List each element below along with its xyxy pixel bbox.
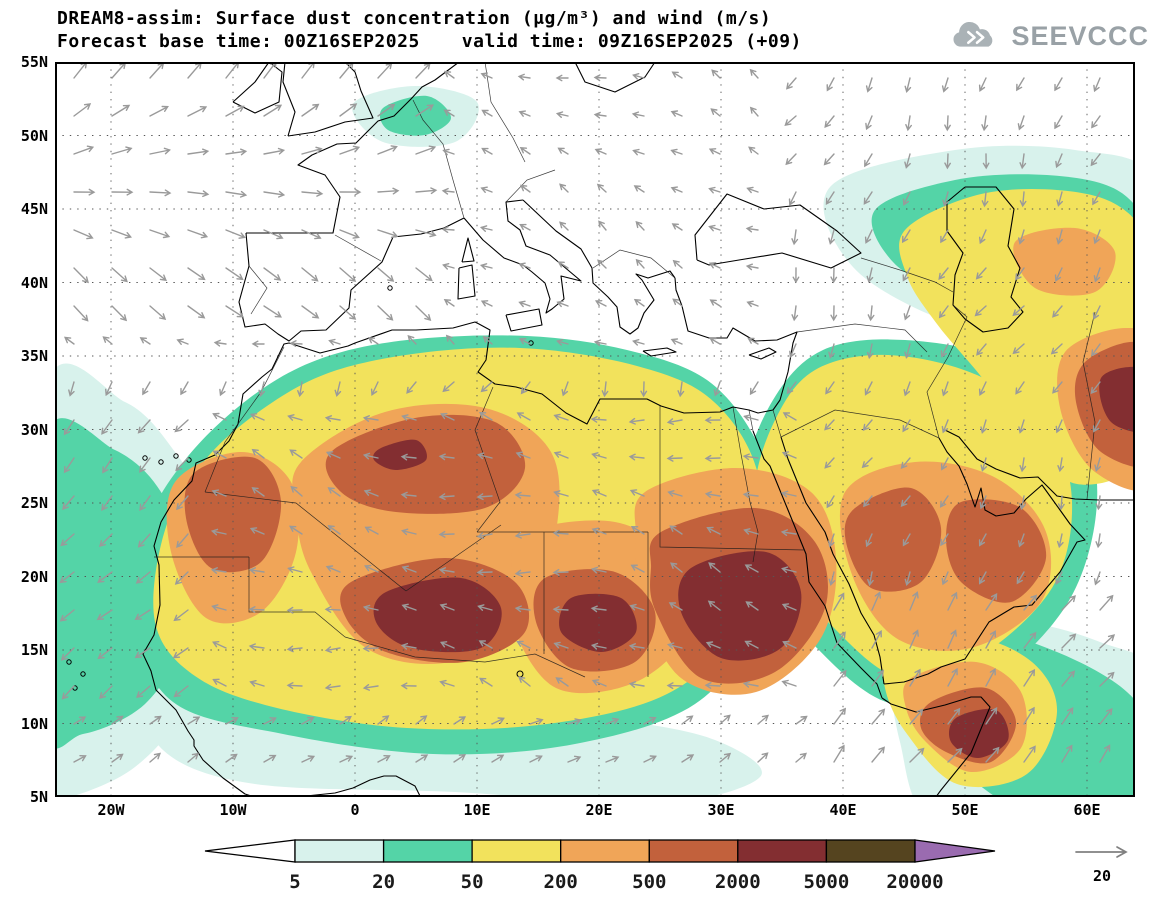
y-tick-label: 15N	[20, 641, 48, 659]
coastline-layer	[66, 62, 1135, 797]
colorbar-arrow-left	[204, 839, 296, 863]
dust-map	[55, 62, 1135, 797]
y-tick-label: 40N	[20, 273, 48, 292]
colorbar-cell	[471, 839, 562, 863]
map-frame	[55, 62, 1135, 797]
valid-time: valid time: 09Z16SEP2025 (+09)	[461, 31, 802, 52]
x-tick-label: 0	[350, 801, 360, 819]
colorbar-cell	[648, 839, 739, 863]
colorbar-label: 20	[372, 871, 395, 893]
colorbar-cell	[825, 839, 916, 863]
wind-reference-arrow-icon	[1075, 846, 1128, 858]
x-tick-label: 10E	[463, 801, 491, 819]
x-tick-label: 30E	[707, 801, 735, 819]
x-tick-label: 20W	[97, 801, 125, 819]
y-tick-label: 20N	[20, 567, 48, 586]
x-tick-label: 50E	[951, 801, 979, 819]
x-tick-label: 40E	[829, 801, 857, 819]
colorbar-cell	[382, 839, 473, 863]
chart-subtitle: Forecast base time: 00Z16SEP2025 valid ti…	[57, 31, 802, 52]
cloud-icon	[953, 21, 993, 47]
colorbar-cell	[560, 839, 650, 863]
colorbar-arrow-right	[914, 839, 996, 863]
y-tick-label: 45N	[20, 200, 48, 218]
y-tick-label: 50N	[20, 126, 48, 145]
colorbar-label: 50	[461, 871, 484, 893]
y-tick-label: 10N	[20, 714, 48, 733]
border-layer	[154, 62, 1096, 678]
wind-reference: 20	[1066, 842, 1138, 885]
colorbar-cell	[737, 839, 828, 863]
wind-reference-value: 20	[1092, 867, 1112, 885]
y-tick-label: 30N	[20, 420, 48, 439]
colorbar-legend: 5 20 50 200 500 2000 5000 20000	[204, 839, 996, 893]
y-tick-label: 55N	[20, 53, 48, 71]
x-tick-label: 60E	[1073, 801, 1101, 819]
chart-title: DREAM8-assim: Surface dust concentration…	[57, 8, 772, 29]
y-tick-label: 25N	[20, 494, 48, 512]
dust-shading-layer	[55, 85, 1135, 797]
colorbar-label: 200	[544, 871, 578, 893]
y-tick-label: 35N	[20, 347, 48, 365]
x-tick-label: 20E	[585, 801, 613, 819]
colorbar-label: 500	[632, 871, 666, 893]
x-tick-label: 10W	[219, 801, 247, 819]
seevccc-logo: SEEVCCC	[947, 18, 1149, 54]
colorbar-label: 5000	[804, 871, 850, 893]
forecast-base-time: Forecast base time: 00Z16SEP2025	[57, 31, 420, 52]
colorbar-label: 20000	[886, 871, 943, 893]
y-tick-label: 5N	[29, 788, 48, 806]
colorbar-label: 2000	[715, 871, 761, 893]
wind-vector-layer	[59, 62, 1116, 763]
colorbar-label: 5	[289, 871, 300, 893]
logo-text: SEEVCCC	[1011, 20, 1149, 51]
colorbar-cell	[294, 839, 385, 863]
